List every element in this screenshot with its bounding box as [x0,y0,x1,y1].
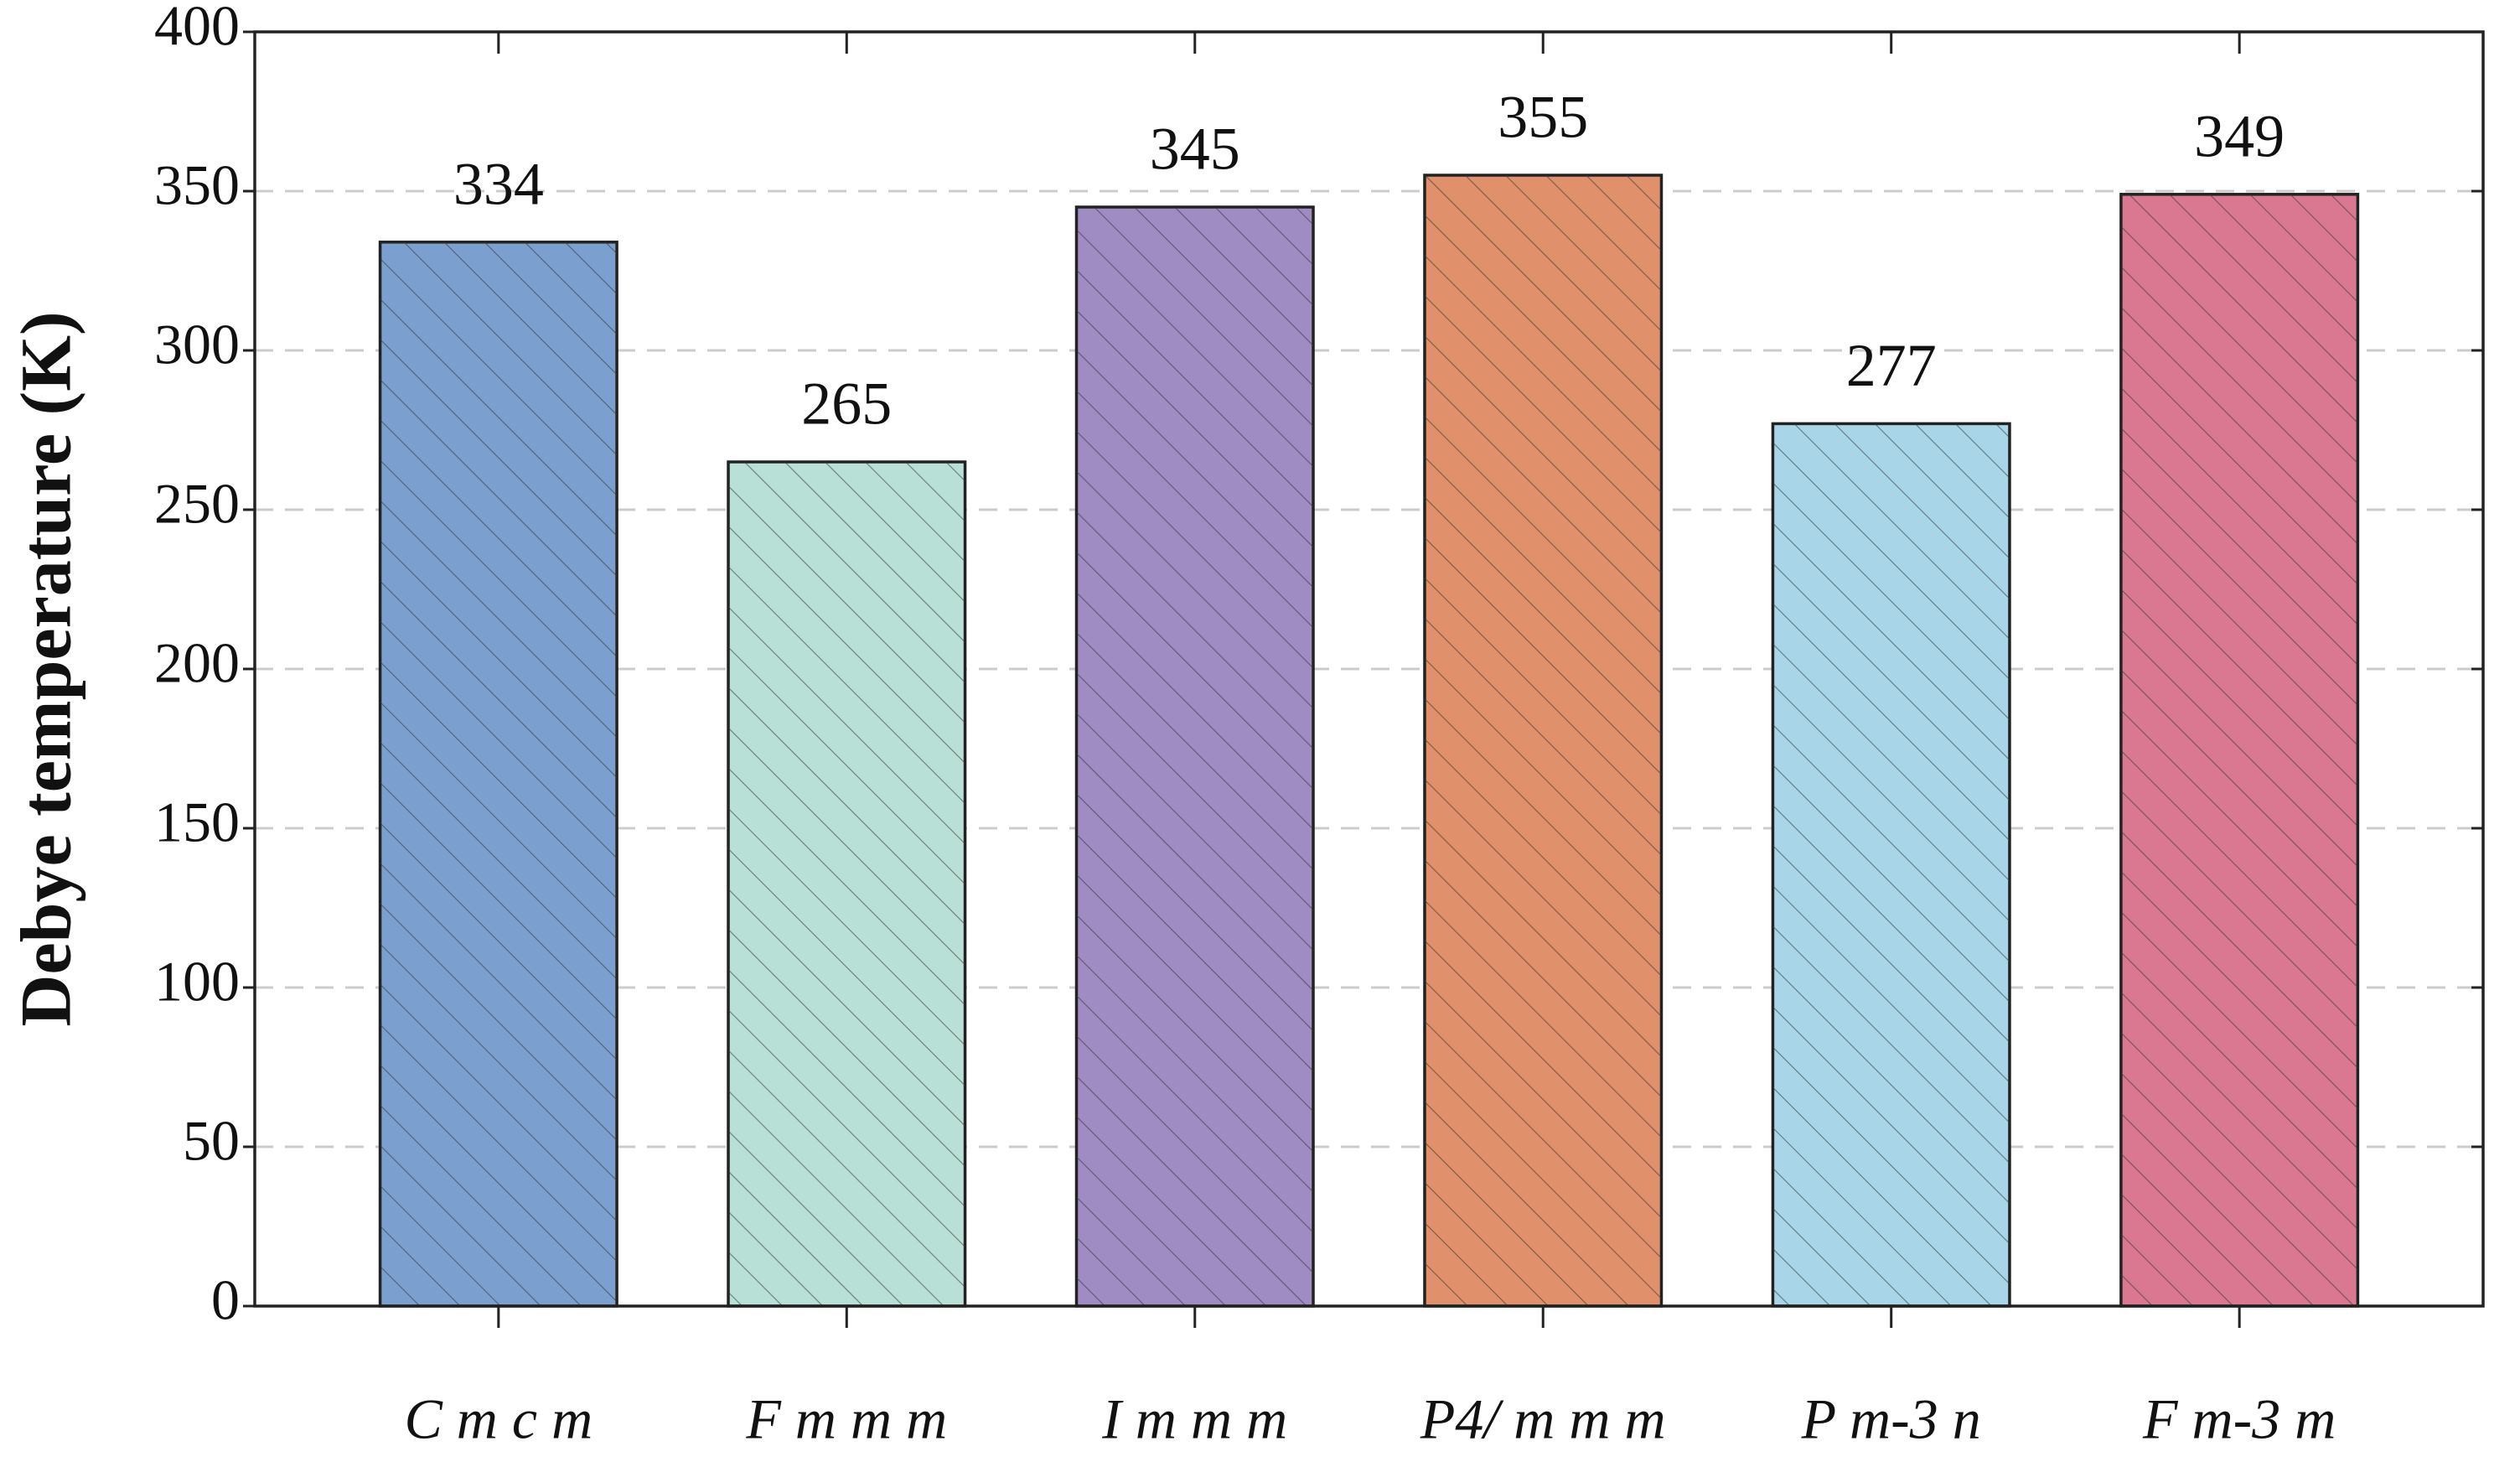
y-tick-label: 0 [211,1268,240,1332]
bar-hatch [1076,207,1314,1306]
value-label: 349 [2194,102,2285,169]
value-label: 265 [801,371,892,438]
bar-hatch [1424,175,1662,1306]
y-tick-label: 50 [183,1109,240,1173]
value-label: 345 [1150,116,1240,183]
bar-hatch [728,462,965,1306]
value-label: 355 [1498,84,1588,151]
x-tick-label: P m-3 n [1801,1387,1981,1451]
value-label: 277 [1846,332,1937,399]
value-label: 334 [453,150,544,217]
bar-hatch [380,241,618,1306]
x-tick-label: F m m m [745,1387,947,1451]
y-tick-label: 150 [154,791,240,854]
x-tick-label: F m-3 m [2142,1387,2336,1451]
bar-hatch [1772,423,2010,1306]
y-tick-label: 200 [154,631,240,695]
y-tick-label: 300 [154,313,240,376]
x-tick-label: P4/ m m m [1420,1387,1666,1451]
plot-frame [253,30,2485,1308]
y-tick-label: 100 [154,950,240,1014]
y-tick-label: 250 [154,472,240,536]
bar-hatch [2120,194,2358,1306]
y-axis-label: Debye temperature (K) [6,311,86,1026]
x-tick-label: C m c m [404,1387,592,1451]
y-tick-label: 350 [154,153,240,217]
y-tick-label: 400 [154,0,240,58]
x-tick-label: I m m m [1101,1387,1287,1451]
